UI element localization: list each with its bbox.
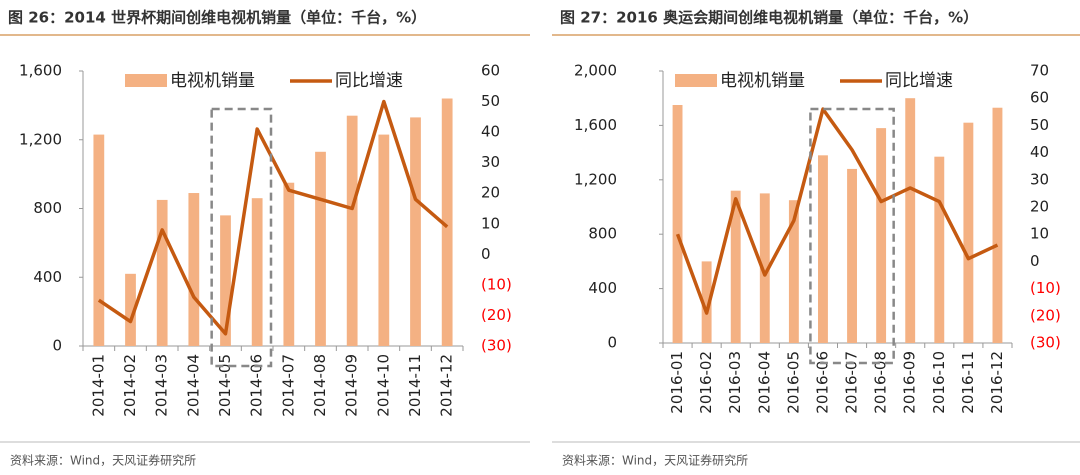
y-tick-label: 1,600 [19, 62, 62, 80]
x-tick-label: 2016-08 [872, 351, 890, 414]
x-tick-label: 2014-07 [279, 354, 297, 417]
x-tick-label: 2016-01 [668, 351, 686, 414]
y2-tick-label: 60 [481, 62, 500, 80]
source: 资料来源：Wind，天风证券研究所 [10, 453, 196, 468]
bar [847, 168, 857, 343]
source: 资料来源：Wind，天风证券研究所 [562, 453, 748, 468]
highlight-box [210, 107, 273, 368]
x-tick-label: 2016-04 [755, 351, 773, 414]
bar [93, 134, 105, 346]
bar [876, 128, 887, 343]
legend-label: 同比增速 [335, 71, 403, 91]
y-tick-label: 2,000 [574, 62, 617, 80]
y2-tick-label: 0 [1030, 252, 1040, 270]
x-tick-label: 2016-05 [784, 351, 802, 414]
y-tick-label: 0 [52, 337, 62, 355]
line [97, 99, 449, 336]
y2-tick-label: 20 [481, 184, 500, 202]
y2-tick-label: 50 [481, 92, 500, 110]
y-tick-label: 1,600 [574, 116, 617, 134]
chart-title: 图 27：2016 奥运会期间创维电视机销量（单位：千台，%） [560, 9, 978, 27]
bar [283, 182, 295, 346]
y2-tick-label: 10 [1030, 225, 1049, 243]
x-tick-label: 2016-10 [930, 351, 948, 414]
y2-tick-label: (10) [481, 275, 512, 293]
bar [759, 193, 770, 343]
legend-label: 电视机销量 [170, 71, 255, 91]
x-tick-label: 2016-07 [843, 351, 861, 414]
x-tick-label: 2016-02 [697, 351, 715, 414]
y2-tick-label: (20) [481, 306, 512, 324]
y2-tick-label: (20) [1030, 306, 1061, 324]
bar [701, 261, 712, 343]
chart-title: 图 26：2014 世界杯期间创维电视机销量（单位：千台，%） [8, 9, 426, 27]
highlight-box [809, 107, 895, 365]
x-tick-label: 2014-08 [311, 354, 329, 417]
legend-swatch [125, 74, 167, 87]
y-tick-label: 800 [588, 225, 617, 243]
x-tick-label: 2014-06 [248, 354, 266, 417]
x-tick-label: 2014-09 [343, 354, 361, 417]
bar [125, 273, 136, 346]
bar [905, 98, 916, 343]
bar [346, 115, 358, 346]
x-tick-label: 2016-11 [959, 351, 977, 414]
bar [730, 190, 741, 343]
y2-tick-label: 40 [481, 123, 500, 141]
x-tick-label: 2016-03 [726, 351, 744, 414]
y-tick-label: 0 [607, 334, 617, 352]
y-tick-label: 800 [33, 199, 62, 217]
x-tick-label: 2014-02 [121, 354, 139, 417]
line [675, 107, 999, 315]
bar [818, 155, 828, 343]
bar [188, 193, 200, 346]
bar [156, 199, 168, 346]
x-tick-label: 2016-09 [901, 351, 919, 414]
y-tick-label: 400 [33, 268, 62, 286]
x-tick-label: 2016-06 [813, 351, 831, 414]
y2-tick-label: 0 [481, 245, 491, 263]
y2-tick-label: (30) [481, 337, 512, 355]
y2-tick-label: 60 [1030, 89, 1049, 107]
x-tick-label: 2014-10 [374, 354, 392, 417]
y2-tick-label: (10) [1030, 279, 1061, 297]
bar [251, 198, 263, 346]
y-tick-label: 400 [588, 279, 617, 297]
y2-tick-label: 20 [1030, 198, 1049, 216]
x-tick-label: 2016-12 [988, 351, 1006, 414]
bar [220, 215, 231, 346]
x-tick-label: 2014-05 [216, 354, 234, 417]
y-tick-label: 1,200 [574, 170, 617, 188]
bar [788, 200, 799, 343]
y2-tick-label: 50 [1030, 116, 1049, 134]
legend-swatch [675, 74, 717, 87]
bar [378, 134, 390, 346]
y2-tick-label: 30 [481, 153, 500, 171]
bar [672, 105, 683, 343]
bar [410, 117, 421, 346]
bar [315, 151, 326, 346]
legend-label: 同比增速 [885, 71, 953, 91]
x-tick-label: 2014-11 [406, 354, 424, 417]
bar [992, 107, 1003, 343]
y2-tick-label: 70 [1030, 62, 1049, 80]
x-tick-label: 2014-12 [438, 354, 456, 417]
x-tick-label: 2014-01 [89, 354, 107, 417]
y-tick-label: 1,200 [19, 130, 62, 148]
y2-tick-label: 10 [481, 214, 500, 232]
bar [441, 98, 453, 346]
legend-label: 电视机销量 [720, 71, 805, 91]
x-tick-label: 2014-03 [153, 354, 171, 417]
y2-tick-label: 30 [1030, 170, 1049, 188]
y2-tick-label: 40 [1030, 143, 1049, 161]
y2-tick-label: (30) [1030, 334, 1061, 352]
x-tick-label: 2014-04 [184, 354, 202, 417]
bar [963, 122, 974, 344]
bar [934, 156, 945, 343]
